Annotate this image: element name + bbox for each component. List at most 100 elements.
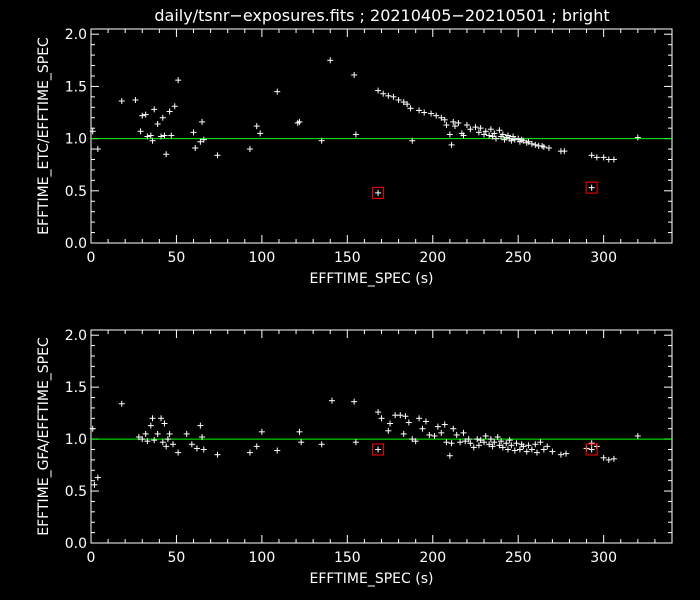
x-axis-label: EFFTIME_SPEC (s) (310, 271, 434, 287)
data-point (482, 432, 489, 439)
data-point (400, 430, 407, 437)
data-point (419, 425, 426, 432)
data-point (470, 444, 477, 451)
data-point (387, 420, 394, 427)
highlight-box (372, 443, 385, 456)
data-point (163, 151, 170, 158)
top-panel: 0 50 100 150 200 250 300 0.0 0.5 1.0 1.5 2.0 EFFTIME… (36, 27, 673, 287)
data-point (161, 420, 168, 427)
data-point (151, 106, 158, 113)
data-point (477, 125, 484, 132)
y-axis-label: EFFTIME_GFA/EFFTIME_SPEC (36, 337, 52, 536)
data-point (557, 451, 564, 458)
bottom-panel: 0 50 100 150 200 250 300 0.0 0.5 1.0 1.5 2.0 EFFTIME… (36, 328, 673, 587)
data-point (385, 92, 392, 99)
data-point (487, 436, 494, 443)
x-tick-label: 0 (87, 250, 96, 266)
data-point (412, 438, 419, 445)
data-point (175, 449, 182, 456)
data-point (508, 442, 515, 449)
data-point (168, 132, 175, 139)
data-point (508, 137, 515, 144)
data-point (142, 111, 149, 118)
data-point (498, 438, 505, 445)
x-tick-label: 300 (590, 250, 617, 266)
data-point (385, 427, 392, 434)
data-point (448, 141, 455, 148)
data-point (472, 124, 479, 131)
data-point (540, 446, 547, 453)
data-point (477, 437, 484, 444)
x-tick-label: 50 (168, 250, 186, 266)
data-point (443, 439, 450, 446)
data-point (351, 398, 358, 405)
data-point (118, 400, 125, 407)
data-point (161, 132, 168, 139)
data-point (421, 109, 428, 116)
data-point (416, 415, 423, 422)
data-point (525, 138, 532, 145)
data-point (199, 434, 206, 441)
data-point (457, 439, 464, 446)
data-point (192, 145, 199, 152)
x-tick-label: 250 (505, 250, 532, 266)
data-point (510, 133, 517, 140)
data-point (588, 152, 595, 159)
data-point (392, 412, 399, 419)
x-tick-label: 100 (249, 250, 276, 266)
data-point (528, 446, 535, 453)
data-point (132, 96, 139, 103)
data-point (147, 422, 154, 429)
data-point (465, 436, 472, 443)
data-point (395, 96, 402, 103)
chart-title: daily/tsnr−exposures.fits ; 20210405−202… (154, 6, 609, 25)
data-point (139, 112, 146, 119)
data-point (200, 446, 207, 453)
x-tick-label: 0 (87, 550, 96, 566)
y-tick-label: 2.0 (65, 27, 87, 43)
highlight-box (372, 186, 385, 199)
data-point (375, 446, 382, 453)
data-point (492, 135, 499, 142)
data-point (175, 77, 182, 84)
highlight-box (585, 181, 598, 194)
data-point (431, 432, 438, 439)
data-point (149, 415, 156, 422)
data-point (634, 134, 641, 141)
data-point (450, 118, 457, 125)
data-point (154, 120, 161, 127)
data-point (460, 132, 467, 139)
data-point (170, 441, 177, 448)
data-point (433, 112, 440, 119)
data-point (163, 443, 170, 450)
data-point (378, 415, 385, 422)
data-point (296, 118, 303, 125)
data-point (351, 71, 358, 78)
data-point (481, 131, 488, 138)
plot-frame (90, 329, 673, 544)
data-point (164, 436, 171, 443)
data-point (409, 137, 416, 144)
data-point (450, 425, 457, 432)
data-point (318, 441, 325, 448)
data-point (537, 439, 544, 446)
data-point (460, 429, 467, 436)
data-point (475, 129, 482, 136)
x-tick-label: 150 (334, 550, 361, 566)
y-tick-label: 0.0 (65, 536, 87, 552)
data-point (489, 133, 496, 140)
data-point (513, 440, 520, 447)
highlight-box (585, 443, 598, 456)
data-point (118, 98, 125, 105)
data-point (520, 137, 527, 144)
y-tick-label: 1.5 (65, 79, 87, 95)
data-point (147, 132, 154, 139)
data-point (257, 130, 264, 137)
data-point (540, 143, 547, 150)
data-point (515, 135, 522, 142)
data-point (491, 439, 498, 446)
data-point (453, 431, 460, 438)
data-point (154, 430, 161, 437)
x-tick-label: 300 (590, 550, 617, 566)
data-point (352, 439, 359, 446)
